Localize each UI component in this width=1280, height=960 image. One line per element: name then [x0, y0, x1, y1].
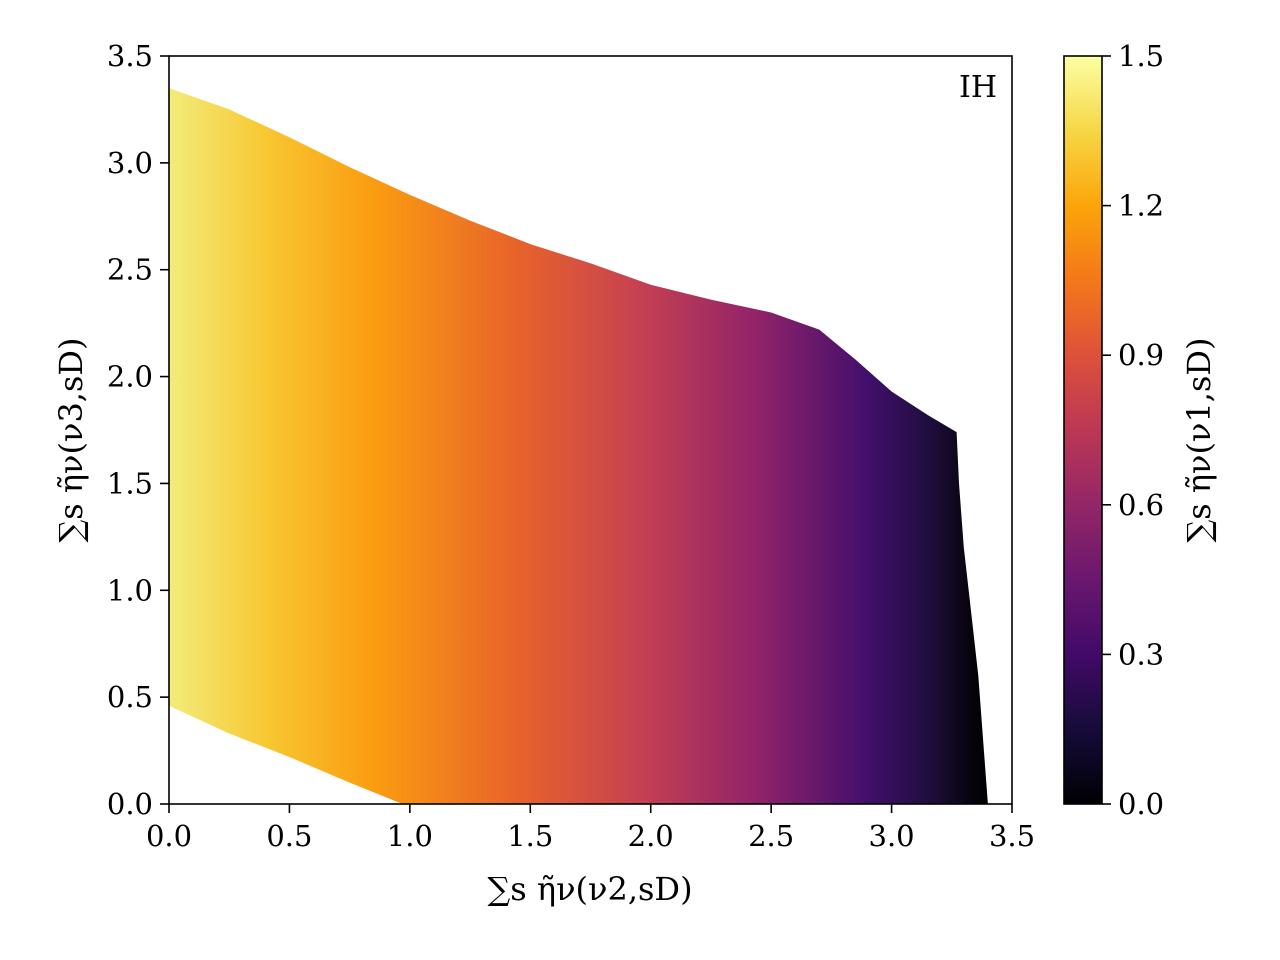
colorbar-tick-label: 1.2	[1118, 189, 1164, 223]
allowed-region	[169, 88, 988, 804]
heatmap-region	[169, 88, 988, 804]
x-tick-label: 2.0	[628, 819, 674, 853]
y-tick-label: 0.0	[107, 787, 153, 821]
colorbar-tick-label: 0.0	[1118, 787, 1164, 821]
y-tick-label: 3.0	[107, 146, 153, 180]
x-tick-label: 0.5	[266, 819, 312, 853]
x-axis-label: ∑s η̃ν(ν2,sD)	[487, 870, 692, 908]
colorbar-axis: 0.0 0.3 0.6 0.9 1.2 1.5	[1102, 39, 1164, 821]
y-tick-label: 3.5	[107, 39, 153, 73]
plot-frame	[168, 55, 1013, 805]
x-axis: 0.0 0.5 1.0 1.5 2.0 2.5 3.0 3.5	[146, 804, 1035, 853]
x-tick-label: 3.5	[989, 819, 1035, 853]
y-tick-label: 0.5	[107, 680, 153, 714]
x-tick-label: 3.0	[869, 819, 915, 853]
y-tick-label: 2.5	[107, 253, 153, 287]
x-tick-label: 0.0	[146, 819, 192, 853]
y-axis-label: ∑s η̃ν(ν3,sD)	[52, 337, 90, 542]
colorbar-tick-label: 1.5	[1118, 39, 1164, 73]
colorbar-frame	[1063, 55, 1103, 805]
annotation-label: IH	[959, 70, 997, 105]
x-tick-label: 1.0	[387, 819, 433, 853]
colorbar-tick-label: 0.9	[1118, 338, 1164, 372]
y-axis: 0.0 0.5 1.0 1.5 2.0 2.5 3.0 3.5	[107, 39, 169, 821]
y-tick-label: 1.0	[107, 573, 153, 607]
y-tick-label: 1.5	[107, 466, 153, 500]
colorbar-tick-label: 0.6	[1118, 488, 1164, 522]
x-tick-label: 1.5	[507, 819, 553, 853]
x-tick-label: 2.5	[748, 819, 794, 853]
colorbar-label: ∑s η̃ν(ν1,sD)	[1180, 337, 1218, 542]
colorbar	[1064, 56, 1102, 804]
y-tick-label: 2.0	[107, 360, 153, 394]
colorbar-tick-label: 0.3	[1118, 637, 1164, 671]
